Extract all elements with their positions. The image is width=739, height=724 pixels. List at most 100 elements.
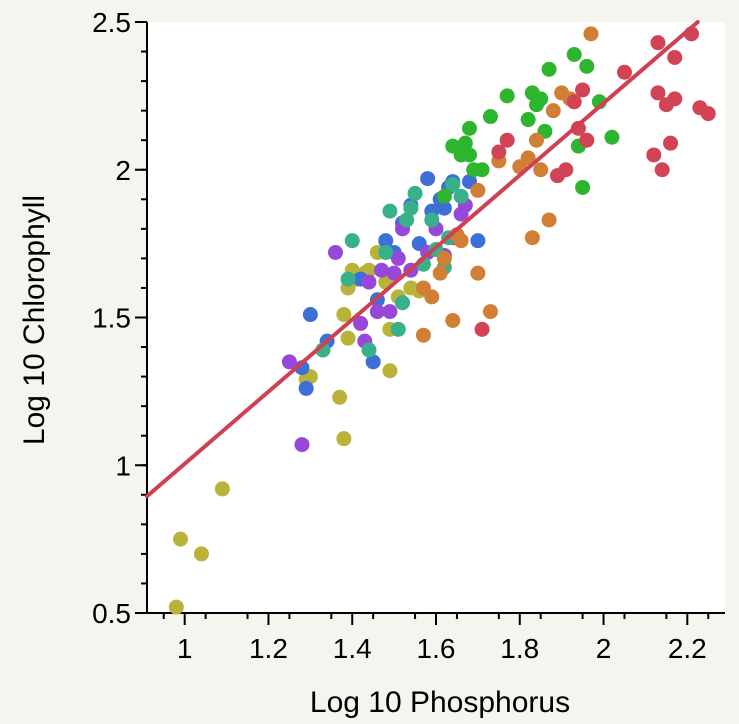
data-point	[394, 295, 410, 311]
data-point	[390, 250, 406, 266]
data-point	[378, 244, 394, 260]
data-point	[566, 47, 582, 63]
data-point	[650, 35, 666, 51]
data-point	[541, 212, 557, 228]
data-point	[361, 342, 377, 358]
data-point	[470, 182, 486, 198]
data-point	[173, 531, 189, 547]
data-point	[654, 162, 670, 178]
data-point	[407, 185, 423, 201]
data-point	[344, 233, 360, 249]
data-point	[365, 354, 381, 370]
data-point	[499, 132, 515, 148]
data-point	[168, 599, 184, 615]
data-point	[579, 58, 595, 74]
data-point	[529, 132, 545, 148]
data-point	[491, 144, 507, 160]
data-point	[520, 112, 536, 128]
data-point	[700, 106, 716, 122]
data-point	[524, 230, 540, 246]
data-point	[604, 129, 620, 145]
data-point	[382, 304, 398, 320]
data-point	[650, 85, 666, 101]
data-point	[616, 64, 632, 80]
y-tick-label: 1	[115, 450, 131, 481]
data-point	[327, 244, 343, 260]
data-point	[667, 91, 683, 107]
data-point	[382, 363, 398, 379]
x-tick-label: 2.2	[668, 633, 707, 664]
data-point	[583, 26, 599, 42]
data-point	[214, 481, 230, 497]
data-point	[340, 330, 356, 346]
data-point	[336, 307, 352, 323]
y-tick-label: 2.5	[92, 7, 131, 38]
data-point	[470, 265, 486, 281]
x-axis-title: Log 10 Phosphorus	[310, 686, 570, 719]
data-point	[462, 147, 478, 163]
data-point	[667, 49, 683, 65]
data-point	[399, 212, 415, 228]
data-point	[474, 162, 490, 178]
data-point	[420, 171, 436, 187]
data-point	[445, 312, 461, 328]
x-axis-ticks: 1 1.2 1.4 1.6 1.8 2 2.2	[162, 613, 710, 664]
data-point	[453, 233, 469, 249]
data-point	[436, 188, 452, 204]
x-tick-label: 1	[177, 633, 193, 664]
data-point	[462, 120, 478, 136]
data-point	[340, 271, 356, 287]
data-point	[415, 327, 431, 343]
data-point	[533, 91, 549, 107]
data-point	[374, 262, 390, 278]
data-point	[294, 437, 310, 453]
x-tick-label: 1.4	[333, 633, 372, 664]
data-point	[470, 233, 486, 249]
data-point	[445, 177, 461, 193]
data-point	[378, 233, 394, 249]
y-tick-label: 2	[115, 155, 131, 186]
data-point	[382, 203, 398, 219]
data-point	[332, 389, 348, 405]
y-tick-label: 0.5	[92, 598, 131, 629]
data-point	[520, 150, 536, 166]
data-point	[436, 200, 452, 216]
data-point	[646, 147, 662, 163]
data-point	[302, 307, 318, 323]
y-tick-label: 1.5	[92, 303, 131, 334]
y-axis-ticks: 0.5 1 1.5 2 2.5	[92, 7, 147, 629]
data-point	[436, 250, 452, 266]
data-point	[336, 431, 352, 447]
data-point	[353, 315, 369, 331]
data-point	[457, 135, 473, 151]
data-point	[545, 103, 561, 119]
plot-area	[147, 22, 725, 613]
data-point	[369, 304, 385, 320]
x-tick-label: 2	[596, 633, 612, 664]
data-point	[575, 82, 591, 98]
data-point	[193, 546, 209, 562]
data-point	[566, 94, 582, 110]
y-axis-title: Log 10 Chlorophyll	[18, 195, 51, 445]
data-point	[499, 88, 515, 104]
data-point	[298, 380, 314, 396]
data-point	[533, 162, 549, 178]
fit-line	[145, 20, 700, 499]
data-point	[482, 109, 498, 125]
data-point	[474, 321, 490, 337]
data-point	[663, 135, 679, 151]
data-point	[558, 162, 574, 178]
x-tick-label: 1.2	[249, 633, 288, 664]
data-point	[579, 132, 595, 148]
data-point	[403, 200, 419, 216]
data-point	[361, 274, 377, 290]
data-point	[386, 265, 402, 281]
data-point	[424, 289, 440, 305]
data-point	[424, 212, 440, 228]
x-tick-label: 1.6	[417, 633, 456, 664]
data-point	[541, 61, 557, 77]
x-tick-label: 1.8	[500, 633, 539, 664]
data-point	[482, 304, 498, 320]
data-point	[570, 120, 586, 136]
